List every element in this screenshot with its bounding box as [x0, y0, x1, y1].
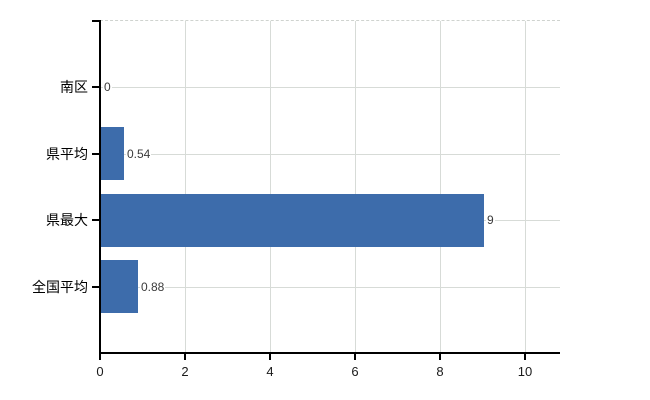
- x-axis-tick: [184, 354, 186, 360]
- gridline-vertical: [525, 21, 526, 352]
- gridline-horizontal: [100, 154, 560, 155]
- bar-value-label: 0.88: [140, 279, 166, 295]
- bar-value-label: 9: [486, 212, 495, 228]
- y-axis-tick: [92, 286, 100, 288]
- x-axis-tick: [439, 354, 441, 360]
- plot-top-dashed-border: [100, 20, 560, 21]
- gridline-horizontal: [100, 87, 560, 88]
- category-label: 全国平均: [32, 279, 88, 295]
- x-tick-label: 0: [96, 364, 104, 379]
- y-axis-tick: [92, 219, 100, 221]
- gridline-vertical: [355, 21, 356, 352]
- gridline-horizontal: [100, 287, 560, 288]
- x-axis-line: [99, 352, 560, 354]
- x-tick-label: 6: [351, 364, 359, 379]
- x-tick-label: 10: [517, 364, 533, 379]
- category-label: 県最大: [46, 212, 88, 228]
- y-axis-end-tick: [92, 20, 100, 22]
- y-axis-tick: [92, 153, 100, 155]
- gridline-vertical: [440, 21, 441, 352]
- category-label: 県平均: [46, 146, 88, 162]
- bar-value-label: 0.54: [126, 146, 152, 162]
- category-label: 南区: [60, 79, 88, 95]
- x-axis-tick: [269, 354, 271, 360]
- y-axis-tick: [92, 86, 100, 88]
- gridline-vertical: [185, 21, 186, 352]
- bar-value-label: 0: [103, 79, 112, 95]
- x-tick-label: 8: [436, 364, 444, 379]
- bar: [101, 194, 484, 247]
- x-axis-tick: [99, 354, 101, 360]
- bar: [101, 260, 138, 313]
- x-axis-tick: [354, 354, 356, 360]
- gridline-vertical: [270, 21, 271, 352]
- y-axis-line: [99, 20, 101, 354]
- bar: [101, 127, 124, 180]
- x-axis-tick: [524, 354, 526, 360]
- x-tick-label: 4: [266, 364, 274, 379]
- x-tick-label: 2: [181, 364, 189, 379]
